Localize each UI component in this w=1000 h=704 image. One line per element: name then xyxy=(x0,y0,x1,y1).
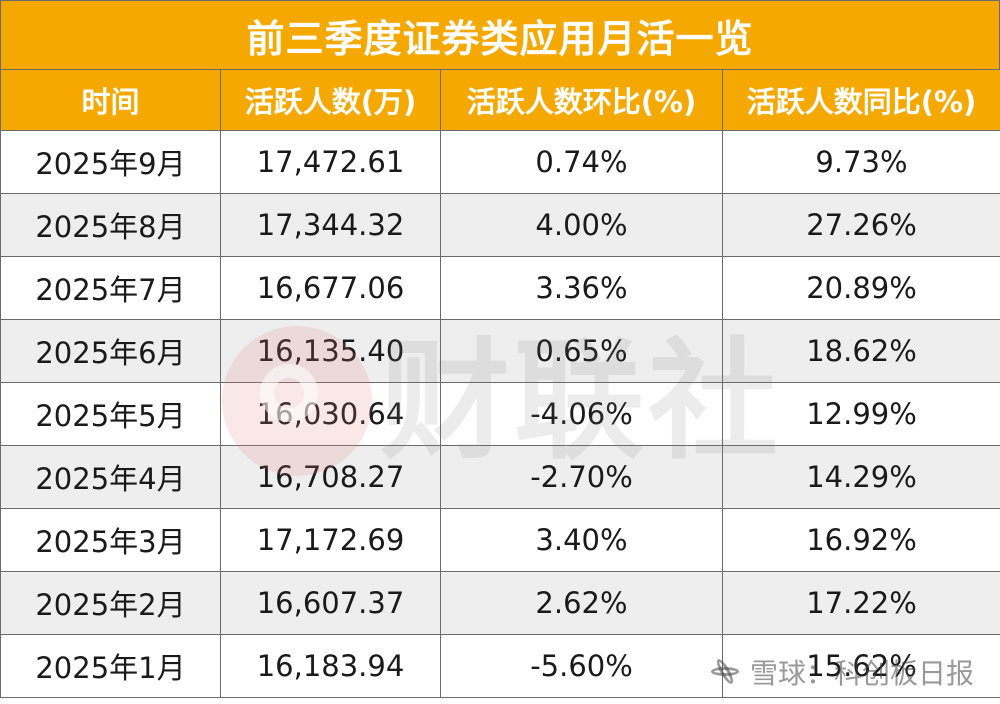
column-header-active-users: 活跃人数(万) xyxy=(220,69,441,131)
table-header-row: 时间 活跃人数(万) 活跃人数环比(%) 活跃人数同比(%) xyxy=(0,69,1000,131)
cell-month: 2025年8月 xyxy=(0,193,221,257)
table-row: 2025年3月 17,172.69 3.40% 16.92% xyxy=(0,508,1000,572)
cell-mom: 2.62% xyxy=(440,571,723,635)
column-header-month: 时间 xyxy=(0,69,221,131)
cell-mom: 4.00% xyxy=(440,193,723,257)
cell-month: 2025年1月 xyxy=(0,634,221,698)
cell-active-users: 17,172.69 xyxy=(220,508,441,572)
cell-month: 2025年4月 xyxy=(0,445,221,509)
active-users-table: 时间 活跃人数(万) 活跃人数环比(%) 活跃人数同比(%) 2025年9月 1… xyxy=(0,69,1000,698)
cell-yoy: 14.29% xyxy=(722,445,1000,509)
table-row: 2025年2月 16,607.37 2.62% 17.22% xyxy=(0,571,1000,635)
cell-yoy: 15.62% xyxy=(722,634,1000,698)
cell-month: 2025年7月 xyxy=(0,256,221,320)
cell-yoy: 20.89% xyxy=(722,256,1000,320)
table-row: 2025年5月 16,030.64 -4.06% 12.99% xyxy=(0,382,1000,446)
column-header-yoy: 活跃人数同比(%) xyxy=(722,69,1000,131)
cell-mom: 3.40% xyxy=(440,508,723,572)
cell-active-users: 16,708.27 xyxy=(220,445,441,509)
cell-yoy: 27.26% xyxy=(722,193,1000,257)
table-title: 前三季度证券类应用月活一览 xyxy=(0,0,1000,70)
cell-yoy: 17.22% xyxy=(722,571,1000,635)
cell-mom: -2.70% xyxy=(440,445,723,509)
cell-month: 2025年2月 xyxy=(0,571,221,635)
table-row: 2025年7月 16,677.06 3.36% 20.89% xyxy=(0,256,1000,320)
table-row: 2025年8月 17,344.32 4.00% 27.26% xyxy=(0,193,1000,257)
cell-active-users: 16,135.40 xyxy=(220,319,441,383)
cell-month: 2025年6月 xyxy=(0,319,221,383)
cell-yoy: 9.73% xyxy=(722,130,1000,194)
cell-month: 2025年9月 xyxy=(0,130,221,194)
cell-active-users: 16,183.94 xyxy=(220,634,441,698)
cell-yoy: 16.92% xyxy=(722,508,1000,572)
cell-month: 2025年5月 xyxy=(0,382,221,446)
cell-mom: -5.60% xyxy=(440,634,723,698)
column-header-mom: 活跃人数环比(%) xyxy=(440,69,723,131)
cell-month: 2025年3月 xyxy=(0,508,221,572)
cell-active-users: 17,472.61 xyxy=(220,130,441,194)
table-row: 2025年6月 16,135.40 0.65% 18.62% xyxy=(0,319,1000,383)
cell-active-users: 16,030.64 xyxy=(220,382,441,446)
cell-active-users: 16,607.37 xyxy=(220,571,441,635)
cell-active-users: 16,677.06 xyxy=(220,256,441,320)
table-row: 2025年4月 16,708.27 -2.70% 14.29% xyxy=(0,445,1000,509)
cell-mom: 0.65% xyxy=(440,319,723,383)
cell-mom: -4.06% xyxy=(440,382,723,446)
cell-mom: 0.74% xyxy=(440,130,723,194)
cell-yoy: 12.99% xyxy=(722,382,1000,446)
table-row: 2025年1月 16,183.94 -5.60% 15.62% xyxy=(0,634,1000,698)
table-row: 2025年9月 17,472.61 0.74% 9.73% xyxy=(0,130,1000,194)
cell-active-users: 17,344.32 xyxy=(220,193,441,257)
cell-yoy: 18.62% xyxy=(722,319,1000,383)
cell-mom: 3.36% xyxy=(440,256,723,320)
